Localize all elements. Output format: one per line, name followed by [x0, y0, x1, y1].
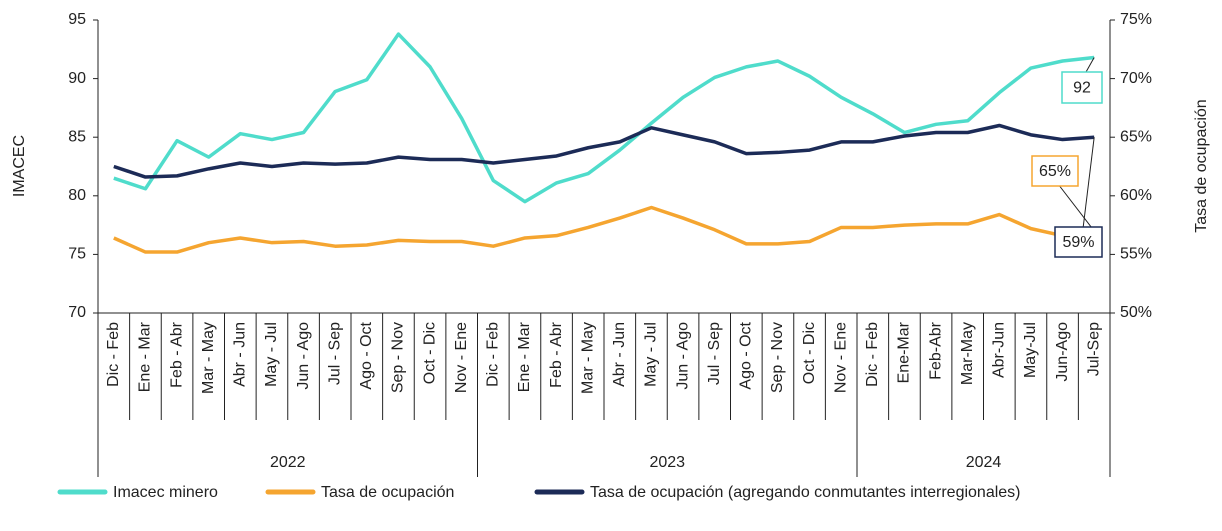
y2-tick-label: 75% [1120, 11, 1152, 28]
x-tick-label: May-Jul [1022, 322, 1039, 378]
x-tick-label: Abr - Jun [611, 322, 628, 387]
annotation-leader [1085, 57, 1095, 73]
y2-tick-label: 70% [1120, 70, 1152, 87]
annotation: 92 [1073, 80, 1091, 97]
x-tick-label: Ago - Oct [358, 321, 375, 389]
x-tick-label: Jul - Sep [326, 322, 343, 385]
y-tick-label: 75 [68, 246, 86, 263]
x-tick-label: Nov - Ene [453, 322, 470, 393]
group-label: 2022 [270, 454, 306, 471]
x-tick-label: Ene-Mar [896, 321, 913, 383]
y2-tick-label: 65% [1120, 128, 1152, 145]
y-tick-label: 85 [68, 128, 86, 145]
x-tick-label: Ago - Oct [738, 321, 755, 389]
x-tick-label: Abr-Jun [991, 322, 1008, 378]
annotation-box [1031, 155, 1079, 187]
x-tick-label: Jun - Ago [674, 322, 691, 390]
y2-axis-label: Tasa de ocupación [1193, 99, 1210, 232]
x-tick-label: Feb - Abr [168, 321, 185, 387]
legend-label: Tasa de ocupación (agregando conmutantes… [590, 484, 1021, 501]
x-tick-label: Sep - Nov [769, 322, 786, 393]
annotation-leader [1082, 137, 1095, 228]
x-tick-label: Mar - May [200, 322, 217, 394]
x-tick-label: Mar - May [579, 322, 596, 394]
group-label: 2024 [966, 454, 1002, 471]
annotation: 65% [1039, 163, 1071, 180]
x-tick-label: Oct - Dic [421, 322, 438, 384]
x-tick-label: Nov - Ene [832, 322, 849, 393]
y-tick-label: 80 [68, 187, 86, 204]
y-tick-label: 90 [68, 70, 86, 87]
series-line [113, 205, 1095, 254]
annotation-box [1061, 71, 1103, 104]
series-line [113, 123, 1095, 179]
x-tick-label: Dic - Feb [105, 322, 122, 387]
x-tick-label: May - Jul [643, 322, 660, 387]
annotation-box [1054, 226, 1103, 258]
x-tick-label: Mar-May [959, 322, 976, 385]
y2-tick-label: 55% [1120, 246, 1152, 263]
x-tick-label: May - Jul [263, 322, 280, 387]
x-tick-label: Sep - Nov [390, 322, 407, 393]
y-axis-label: IMACEC [11, 135, 28, 197]
y-tick-label: 95 [68, 11, 86, 28]
group-label: 2023 [649, 454, 685, 471]
x-tick-label: Feb-Abr [927, 321, 944, 379]
y-tick-label: 70 [68, 304, 86, 321]
annotation-leader [1059, 185, 1095, 232]
y2-tick-label: 50% [1120, 304, 1152, 321]
x-tick-label: Ene - Mar [516, 321, 533, 392]
x-tick-label: Jul - Sep [706, 322, 723, 385]
series-line [113, 32, 1095, 204]
x-tick-label: Dic - Feb [864, 322, 881, 387]
legend-label: Imacec minero [113, 484, 218, 501]
x-tick-label: Dic - Feb [485, 322, 502, 387]
annotation: 59% [1062, 234, 1094, 251]
x-tick-label: Ene - Mar [137, 321, 154, 392]
y2-tick-label: 60% [1120, 187, 1152, 204]
x-tick-label: Abr - Jun [232, 322, 249, 387]
x-tick-label: Feb - Abr [548, 321, 565, 387]
legend-label: Tasa de ocupación [321, 484, 454, 501]
x-tick-label: Jun - Ago [295, 322, 312, 390]
x-tick-label: Oct - Dic [801, 322, 818, 384]
x-tick-label: Jun-Ago [1054, 322, 1071, 382]
x-tick-label: Jul-Sep [1085, 322, 1102, 376]
